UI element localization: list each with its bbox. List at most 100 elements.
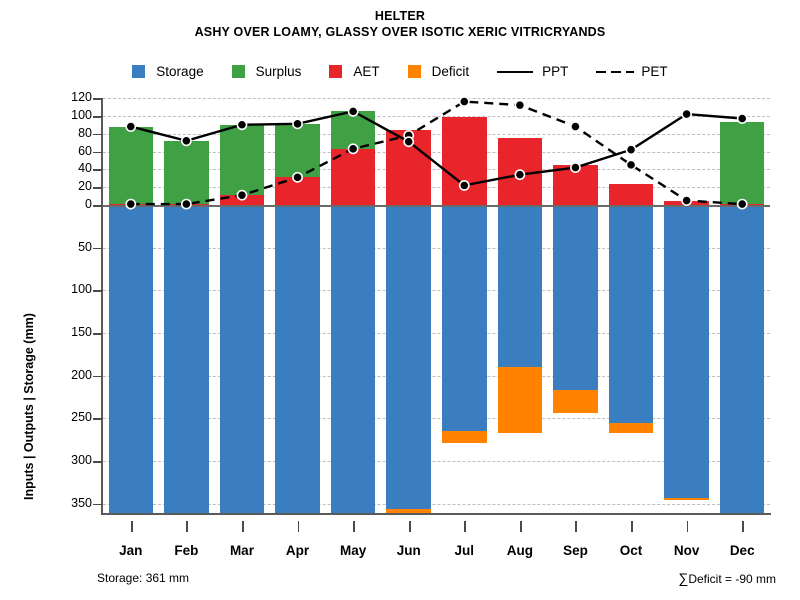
legend-label-storage: Storage bbox=[156, 64, 204, 79]
bar-segment-storage-oct bbox=[608, 205, 654, 423]
x-tick-oct bbox=[631, 521, 633, 532]
bar-segment-deficit-aug bbox=[497, 367, 543, 433]
bar-column-oct[interactable] bbox=[608, 98, 654, 513]
x-tick-mar bbox=[241, 521, 244, 532]
bar-segment-surplus-apr bbox=[275, 123, 320, 178]
y-tick-lower-350: 350 bbox=[71, 495, 92, 510]
bar-segment-aet-jul bbox=[442, 116, 487, 205]
legend-item-ppt[interactable]: PPT bbox=[497, 64, 568, 79]
y-tick-upper-80-mark bbox=[93, 133, 102, 136]
sigma-icon: ∑ bbox=[678, 570, 689, 586]
bar-segment-storage-nov bbox=[664, 205, 709, 498]
legend-item-pet[interactable]: PET bbox=[596, 64, 668, 79]
bar-segment-aet-may bbox=[330, 148, 376, 205]
y-tick-lower-200-mark bbox=[93, 375, 102, 378]
legend-swatch-aet-icon bbox=[329, 65, 343, 78]
y-tick-upper-60-mark bbox=[93, 151, 102, 154]
legend-label-surplus: Surplus bbox=[255, 64, 302, 79]
x-label-feb: Feb bbox=[174, 543, 199, 558]
x-label-aug: Aug bbox=[506, 543, 533, 558]
y-tick-upper-120: 120 bbox=[71, 90, 92, 104]
bar-segment-deficit-jul bbox=[442, 431, 487, 444]
bar-segment-deficit-jun bbox=[386, 508, 431, 513]
bar-segment-storage-may bbox=[330, 205, 376, 513]
bar-segment-storage-jun bbox=[386, 205, 431, 509]
legend-label-deficit: Deficit bbox=[431, 64, 470, 79]
bar-segment-storage-sep bbox=[553, 205, 598, 391]
bar-segment-aet-apr bbox=[275, 177, 320, 205]
x-tick-nov bbox=[686, 521, 689, 532]
x-label-mar: Mar bbox=[229, 543, 254, 558]
legend-item-storage[interactable]: Storage bbox=[132, 64, 204, 79]
x-tick-feb bbox=[186, 521, 189, 532]
title-line-1: HELTER bbox=[374, 9, 426, 23]
legend-item-aet[interactable]: AET bbox=[329, 64, 380, 79]
y-axis-label: Inputs | Outputs | Storage (mm) bbox=[22, 313, 36, 500]
x-label-may: May bbox=[339, 543, 367, 558]
y-tick-upper-100: 100 bbox=[71, 107, 92, 122]
x-tick-jun bbox=[408, 521, 411, 532]
deficit-sum-label: ∑Deficit = -90 mm bbox=[678, 570, 776, 586]
x-tick-apr bbox=[297, 521, 300, 532]
legend-item-deficit[interactable]: Deficit bbox=[407, 64, 470, 79]
gridline-lower-300 bbox=[103, 460, 770, 462]
x-label-sep: Sep bbox=[563, 543, 588, 558]
y-tick-lower-250: 250 bbox=[71, 410, 92, 425]
bar-segment-aet-mar bbox=[219, 195, 265, 205]
bar-segment-storage-mar bbox=[219, 205, 265, 513]
y-tick-lower-250-mark bbox=[93, 418, 102, 421]
y-tick-lower-350-mark bbox=[93, 503, 102, 506]
y-tick-lower-150: 150 bbox=[71, 324, 92, 339]
x-tick-jan bbox=[130, 521, 133, 532]
legend-swatch-storage-icon bbox=[132, 65, 146, 78]
gridline-lower-50 bbox=[103, 247, 770, 249]
bar-column-feb[interactable] bbox=[164, 98, 209, 513]
bar-column-nov[interactable] bbox=[664, 98, 709, 513]
bar-segment-storage-aug bbox=[497, 205, 543, 368]
legend-item-surplus[interactable]: Surplus bbox=[231, 64, 302, 79]
zero-baseline bbox=[103, 205, 770, 207]
x-label-jun: Jun bbox=[396, 543, 421, 558]
x-tick-may bbox=[353, 521, 355, 532]
legend-swatch-deficit-icon bbox=[407, 65, 421, 78]
y-tick-upper-80: 80 bbox=[78, 125, 92, 140]
chart-title: HELTER ASHY OVER LOAMY, GLASSY OVER ISOT… bbox=[0, 8, 800, 40]
bar-segment-deficit-oct bbox=[608, 422, 654, 433]
x-label-jul: Jul bbox=[454, 543, 475, 558]
x-label-jan: Jan bbox=[119, 543, 143, 558]
bar-column-mar[interactable] bbox=[219, 98, 265, 513]
bar-column-jul[interactable] bbox=[442, 98, 487, 513]
bar-column-may[interactable] bbox=[330, 98, 376, 513]
y-tick-lower-150-mark bbox=[93, 332, 102, 335]
bar-segment-aet-jun bbox=[386, 130, 431, 205]
title-line-2: ASHY OVER LOAMY, GLASSY OVER ISOTIC XERI… bbox=[194, 25, 606, 39]
bar-segment-storage-dec bbox=[719, 205, 765, 513]
legend-label-ppt: PPT bbox=[542, 64, 569, 79]
storage-total-label: Storage: 361 mm bbox=[97, 571, 190, 585]
y-tick-lower-100: 100 bbox=[71, 282, 92, 297]
bar-segment-storage-jul bbox=[442, 205, 487, 432]
legend-swatch-surplus-icon bbox=[231, 65, 245, 78]
legend-label-aet: AET bbox=[353, 64, 380, 79]
y-tick-lower-300-mark bbox=[93, 460, 102, 463]
y-tick-upper-20: 20 bbox=[78, 179, 92, 194]
y-axis-line bbox=[101, 98, 103, 515]
bar-column-sep[interactable] bbox=[553, 98, 598, 513]
bar-column-aug[interactable] bbox=[497, 98, 543, 513]
bar-segment-surplus-feb bbox=[164, 140, 209, 205]
bar-segment-surplus-dec bbox=[719, 122, 765, 205]
x-label-oct: Oct bbox=[619, 543, 643, 558]
x-tick-sep bbox=[575, 521, 578, 532]
x-tick-dec bbox=[742, 521, 744, 532]
bar-column-dec[interactable] bbox=[719, 98, 765, 513]
bar-segment-surplus-mar bbox=[219, 124, 265, 196]
bar-segment-storage-apr bbox=[275, 205, 320, 513]
x-label-dec: Dec bbox=[729, 543, 755, 558]
bar-column-apr[interactable] bbox=[275, 98, 320, 513]
bar-segment-deficit-sep bbox=[553, 390, 598, 414]
bar-column-jun[interactable] bbox=[386, 98, 431, 513]
chart-legend: Storage Surplus AET Deficit PPT PET bbox=[0, 64, 800, 79]
bar-column-jan[interactable] bbox=[108, 98, 153, 513]
bar-segment-storage-jan bbox=[108, 205, 153, 513]
